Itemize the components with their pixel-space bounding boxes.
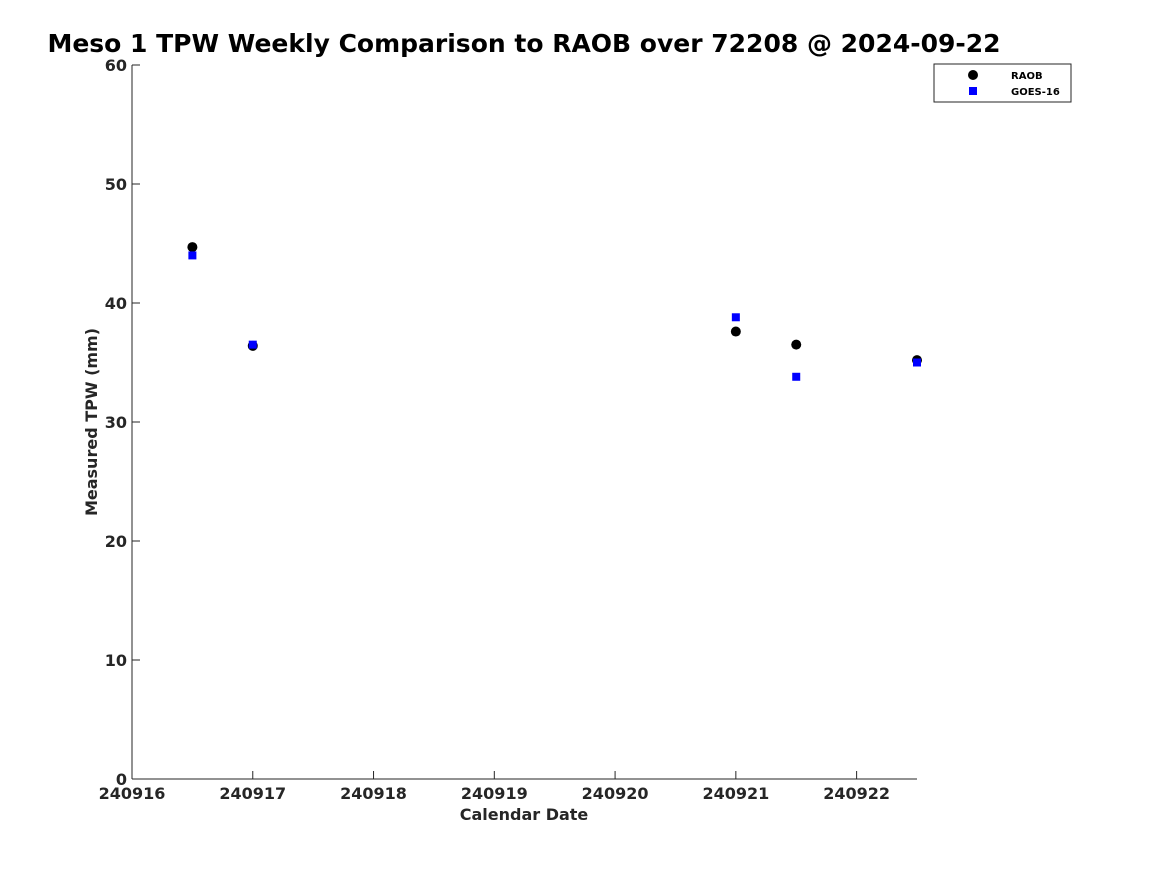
- goes-point: [913, 358, 921, 367]
- y-tick-label: 10: [105, 651, 127, 670]
- x-tick-label: 240918: [340, 784, 407, 803]
- y-tick-label: 0: [116, 770, 127, 789]
- legend-label: GOES-16: [1011, 87, 1060, 98]
- raob-point: [187, 242, 198, 253]
- raob-point: [730, 326, 741, 337]
- x-tick-label: 240921: [702, 784, 769, 803]
- x-tick-label: 240917: [219, 784, 286, 803]
- legend-marker-raob: [968, 70, 978, 80]
- series-goes-16: [188, 251, 921, 381]
- x-tick-label: 240922: [823, 784, 890, 803]
- data-points: [187, 242, 922, 381]
- x-tick-label: 240916: [99, 784, 166, 803]
- goes-point: [731, 313, 740, 322]
- goes-point: [188, 251, 197, 260]
- legend-box: [933, 63, 1072, 103]
- raob-point: [791, 339, 802, 350]
- goes-point: [248, 340, 257, 349]
- y-axis-ticks: 0 10 20 30 40 50 60: [105, 56, 140, 789]
- y-tick-label: 40: [105, 294, 127, 313]
- y-tick-label: 20: [105, 532, 127, 551]
- y-axis-label: Measured TPW (mm): [82, 328, 101, 516]
- legend-label: RAOB: [1011, 71, 1043, 82]
- legend-marker-goes-16: [969, 87, 977, 95]
- y-tick-label: 50: [105, 175, 127, 194]
- x-tick-label: 240920: [582, 784, 649, 803]
- legend: RAOB GOES-16: [933, 63, 1072, 103]
- y-tick-label: 30: [105, 413, 127, 432]
- goes-point: [792, 372, 801, 381]
- chart-title: Meso 1 TPW Weekly Comparison to RAOB ove…: [47, 29, 1000, 58]
- x-tick-label: 240919: [461, 784, 528, 803]
- y-tick-label: 60: [105, 56, 127, 75]
- x-axis-ticks: 240916 240917 240918 240919 240920 240921 2409…: [99, 771, 890, 803]
- x-axis-label: Calendar Date: [460, 805, 589, 824]
